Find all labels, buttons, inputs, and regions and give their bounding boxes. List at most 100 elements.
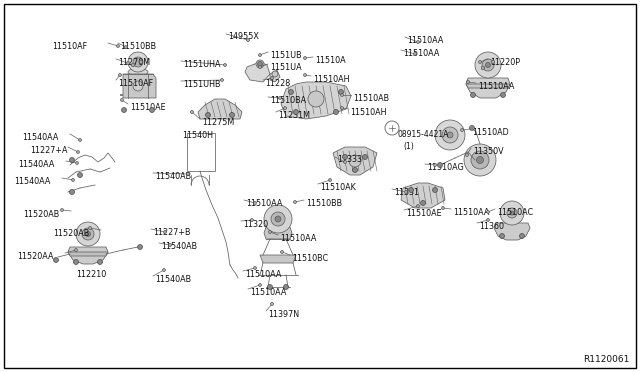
Circle shape [461, 128, 463, 131]
Circle shape [122, 108, 127, 112]
Polygon shape [281, 82, 351, 119]
Circle shape [250, 218, 253, 221]
Circle shape [259, 283, 262, 286]
Circle shape [328, 179, 332, 182]
Circle shape [433, 164, 436, 167]
Circle shape [133, 81, 143, 91]
Circle shape [86, 231, 90, 237]
Circle shape [303, 57, 307, 60]
Circle shape [253, 266, 257, 269]
Circle shape [353, 167, 358, 173]
Text: 11510BA: 11510BA [270, 96, 306, 105]
Circle shape [344, 160, 346, 164]
Text: 11510AD: 11510AD [472, 128, 509, 137]
Circle shape [333, 109, 339, 115]
Polygon shape [264, 227, 292, 239]
Circle shape [163, 231, 166, 234]
Circle shape [138, 244, 143, 250]
Text: 11510BB: 11510BB [120, 42, 156, 51]
Text: 11320: 11320 [243, 220, 268, 229]
Circle shape [76, 161, 79, 164]
Circle shape [268, 285, 273, 289]
Text: 11228: 11228 [265, 79, 291, 88]
Circle shape [205, 112, 211, 118]
Circle shape [340, 93, 344, 96]
Circle shape [70, 157, 74, 163]
Circle shape [499, 234, 504, 238]
Circle shape [289, 90, 294, 94]
Circle shape [507, 208, 517, 218]
Circle shape [500, 93, 506, 97]
Circle shape [271, 212, 285, 226]
Circle shape [77, 173, 83, 177]
Text: 11270M: 11270M [118, 58, 150, 67]
Text: 08915-4421A: 08915-4421A [398, 130, 449, 139]
Circle shape [447, 132, 453, 138]
Circle shape [74, 248, 77, 251]
Circle shape [264, 205, 292, 233]
Circle shape [120, 99, 124, 102]
Text: 11510AA: 11510AA [250, 288, 286, 297]
Circle shape [246, 38, 250, 42]
Text: 11540AA: 11540AA [14, 177, 51, 186]
Circle shape [362, 154, 367, 160]
Circle shape [259, 65, 262, 68]
Circle shape [294, 109, 298, 115]
Text: (1): (1) [403, 142, 413, 151]
Circle shape [340, 106, 344, 109]
Circle shape [131, 63, 135, 67]
Text: 11540AB: 11540AB [155, 172, 191, 181]
Circle shape [404, 190, 408, 193]
Text: 11227+A: 11227+A [30, 146, 67, 155]
Polygon shape [494, 223, 530, 240]
Circle shape [475, 52, 501, 78]
Circle shape [271, 302, 273, 305]
Circle shape [97, 260, 102, 264]
Circle shape [221, 78, 223, 81]
Polygon shape [466, 84, 510, 88]
Text: 11510AC: 11510AC [497, 208, 533, 217]
Text: 11331: 11331 [394, 188, 419, 197]
Text: 11275M: 11275M [202, 118, 234, 127]
Text: 11510AH: 11510AH [313, 75, 349, 84]
Circle shape [77, 151, 79, 154]
Circle shape [467, 80, 470, 83]
Circle shape [79, 138, 81, 141]
Circle shape [118, 74, 122, 77]
Ellipse shape [266, 226, 290, 234]
Circle shape [482, 59, 494, 71]
Circle shape [253, 202, 257, 205]
Polygon shape [68, 252, 108, 256]
Text: 11540AA: 11540AA [18, 160, 54, 169]
Circle shape [284, 285, 289, 289]
Polygon shape [270, 70, 280, 82]
Circle shape [76, 222, 100, 246]
Circle shape [269, 231, 271, 234]
Text: 11220P: 11220P [490, 58, 520, 67]
Circle shape [481, 66, 485, 70]
Text: 1151UHA: 1151UHA [183, 60, 221, 69]
Circle shape [70, 189, 74, 195]
Text: 1151UB: 1151UB [270, 51, 301, 60]
Text: 11360: 11360 [479, 222, 504, 231]
Polygon shape [123, 74, 156, 98]
Text: 11510AF: 11510AF [118, 79, 153, 88]
Text: 11510AH: 11510AH [350, 108, 387, 117]
Bar [187, 133, 215, 171]
Circle shape [470, 93, 476, 97]
Text: 112210: 112210 [76, 270, 106, 279]
Circle shape [88, 227, 92, 230]
Text: 11510BB: 11510BB [306, 199, 342, 208]
Circle shape [127, 61, 129, 64]
Circle shape [163, 269, 166, 272]
Polygon shape [401, 183, 445, 208]
Circle shape [417, 41, 419, 44]
Circle shape [435, 120, 465, 150]
Circle shape [256, 60, 264, 68]
Circle shape [479, 61, 481, 64]
Circle shape [486, 62, 490, 67]
Circle shape [223, 64, 227, 67]
Text: 11350V: 11350V [473, 147, 504, 156]
Circle shape [168, 244, 172, 247]
Text: 11510A: 11510A [315, 56, 346, 65]
